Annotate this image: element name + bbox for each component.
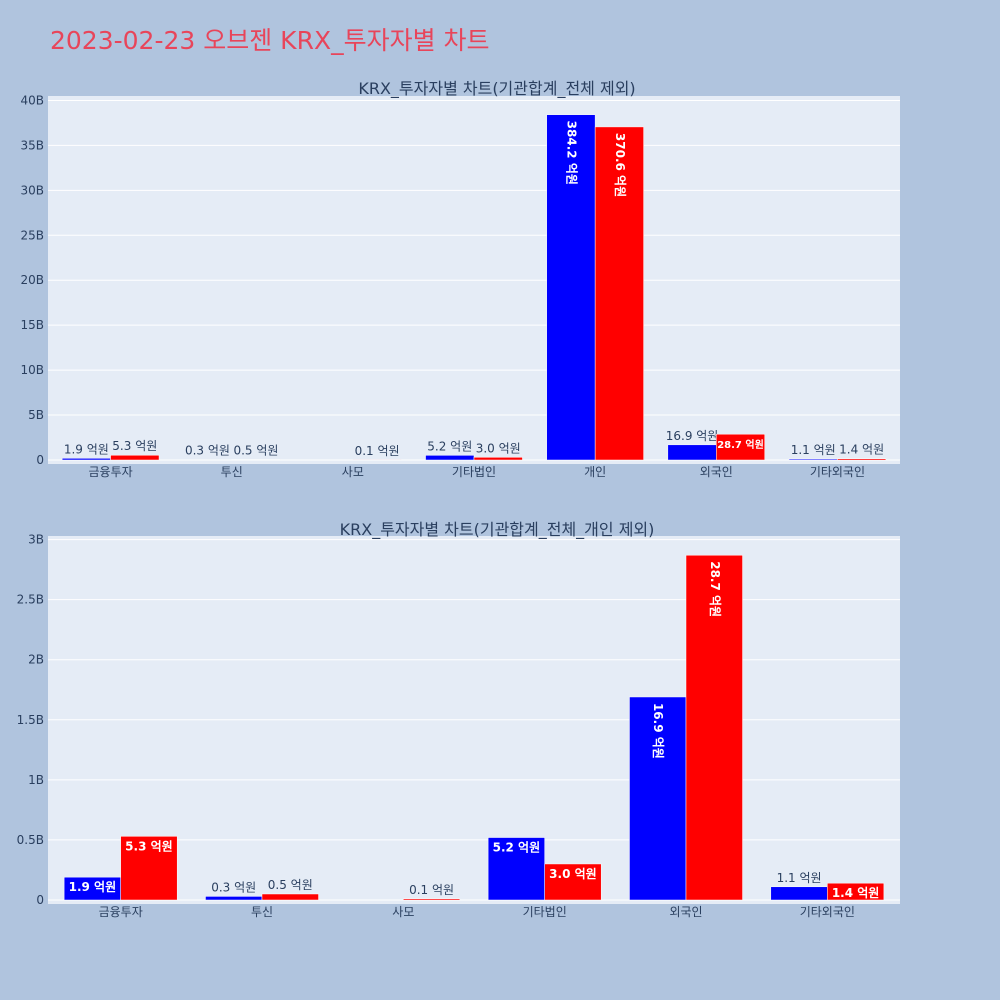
- bar: [546, 114, 596, 461]
- data-label: 28.7 억원: [717, 438, 764, 451]
- data-label: 1.9 억원: [64, 442, 109, 456]
- bar: [685, 554, 743, 901]
- y-tick-label: 1B: [28, 773, 44, 787]
- bar: [837, 458, 887, 461]
- data-label: 384.2 억원: [564, 121, 578, 185]
- x-tick-label: 사모: [392, 905, 414, 919]
- bar: [770, 886, 828, 901]
- y-tick-label: 25B: [20, 228, 44, 242]
- bar: [667, 444, 717, 461]
- x-tick-label: 기타외국인: [810, 465, 865, 479]
- bar: [61, 458, 111, 461]
- x-tick-label: 외국인: [700, 465, 733, 479]
- bar: [425, 455, 475, 461]
- data-label: 5.2 억원: [493, 841, 541, 855]
- y-tick-label: 20B: [20, 273, 44, 287]
- x-tick-label: 개인: [584, 465, 606, 479]
- data-label: 1.4 억원: [839, 443, 884, 457]
- data-label: 16.9 억원: [666, 429, 719, 443]
- bar: [205, 896, 263, 901]
- data-label: 0.3 억원: [211, 880, 256, 894]
- bar: [261, 893, 319, 901]
- data-label: 3.0 억원: [476, 441, 521, 455]
- bar: [473, 457, 523, 461]
- y-tick-label: 0: [36, 453, 44, 467]
- data-label: 5.2 억원: [427, 439, 472, 453]
- x-tick-label: 사모: [342, 465, 364, 479]
- y-tick-label: 2B: [28, 653, 44, 667]
- data-label: 3.0 억원: [549, 867, 597, 881]
- chart-title: KRX_투자자별 차트(기관합계_전체_개인 제외): [340, 520, 655, 540]
- bar: [629, 696, 687, 901]
- x-tick-label: 금융투자: [99, 905, 143, 919]
- data-label: 1.4 억원: [832, 886, 880, 900]
- y-tick-label: 40B: [20, 93, 44, 107]
- y-tick-label: 2.5B: [17, 593, 44, 607]
- data-label: 1.9 억원: [69, 880, 117, 894]
- bar: [716, 433, 765, 461]
- bar: [827, 882, 885, 901]
- bar: [788, 458, 838, 461]
- bar: [110, 454, 160, 461]
- chart-title: KRX_투자자별 차트(기관합계_전체 제외): [358, 79, 635, 99]
- data-label: 5.3 억원: [125, 839, 173, 853]
- y-tick-label: 35B: [20, 138, 44, 152]
- y-tick-label: 3B: [28, 533, 44, 547]
- x-tick-label: 외국인: [669, 905, 702, 919]
- data-label: 1.1 억원: [777, 871, 822, 885]
- chart-top: KRX_투자자별 차트(기관합계_전체 제외) 0 5B 10B 15B 20B 25B 30…: [20, 79, 900, 479]
- y-tick-label: 1.5B: [17, 713, 44, 727]
- y-tick-label: 0: [36, 893, 44, 907]
- x-tick-label: 기타법인: [452, 465, 496, 479]
- chart-bottom: KRX_투자자별 차트(기관합계_전체_개인 제외) 0 0.5B 1B 1.5B 2B 2…: [17, 520, 900, 919]
- y-tick-label: 10B: [20, 363, 44, 377]
- data-label: 5.3 억원: [112, 439, 157, 453]
- y-tick-label: 5B: [28, 408, 44, 422]
- x-tick-label: 투신: [221, 465, 243, 479]
- data-label: 0.1 억원: [355, 444, 400, 458]
- bar: [594, 126, 644, 461]
- data-label: 0.5 억원: [233, 444, 278, 458]
- data-label: 1.1 억원: [791, 443, 836, 457]
- data-label: 0.5 억원: [268, 878, 313, 892]
- bar: [544, 863, 602, 901]
- x-tick-label: 투신: [251, 905, 273, 919]
- main-title: 2023-02-23 오브젠 KRX_투자자별 차트: [50, 26, 490, 55]
- data-label: 16.9 억원: [651, 703, 665, 759]
- bar: [487, 837, 545, 901]
- bar: [403, 898, 461, 901]
- data-label: 0.1 억원: [409, 883, 454, 897]
- bar: [120, 836, 178, 901]
- x-tick-label: 기타법인: [523, 905, 567, 919]
- data-label: 370.6 억원: [613, 133, 627, 197]
- y-tick-label: 0.5B: [17, 833, 44, 847]
- x-tick-label: 기타외국인: [800, 905, 855, 919]
- data-label: 0.3 억원: [185, 444, 230, 458]
- data-label: 28.7 억원: [708, 561, 722, 617]
- y-tick-label: 30B: [20, 183, 44, 197]
- y-tick-label: 15B: [20, 318, 44, 332]
- x-tick-label: 금융투자: [88, 465, 132, 479]
